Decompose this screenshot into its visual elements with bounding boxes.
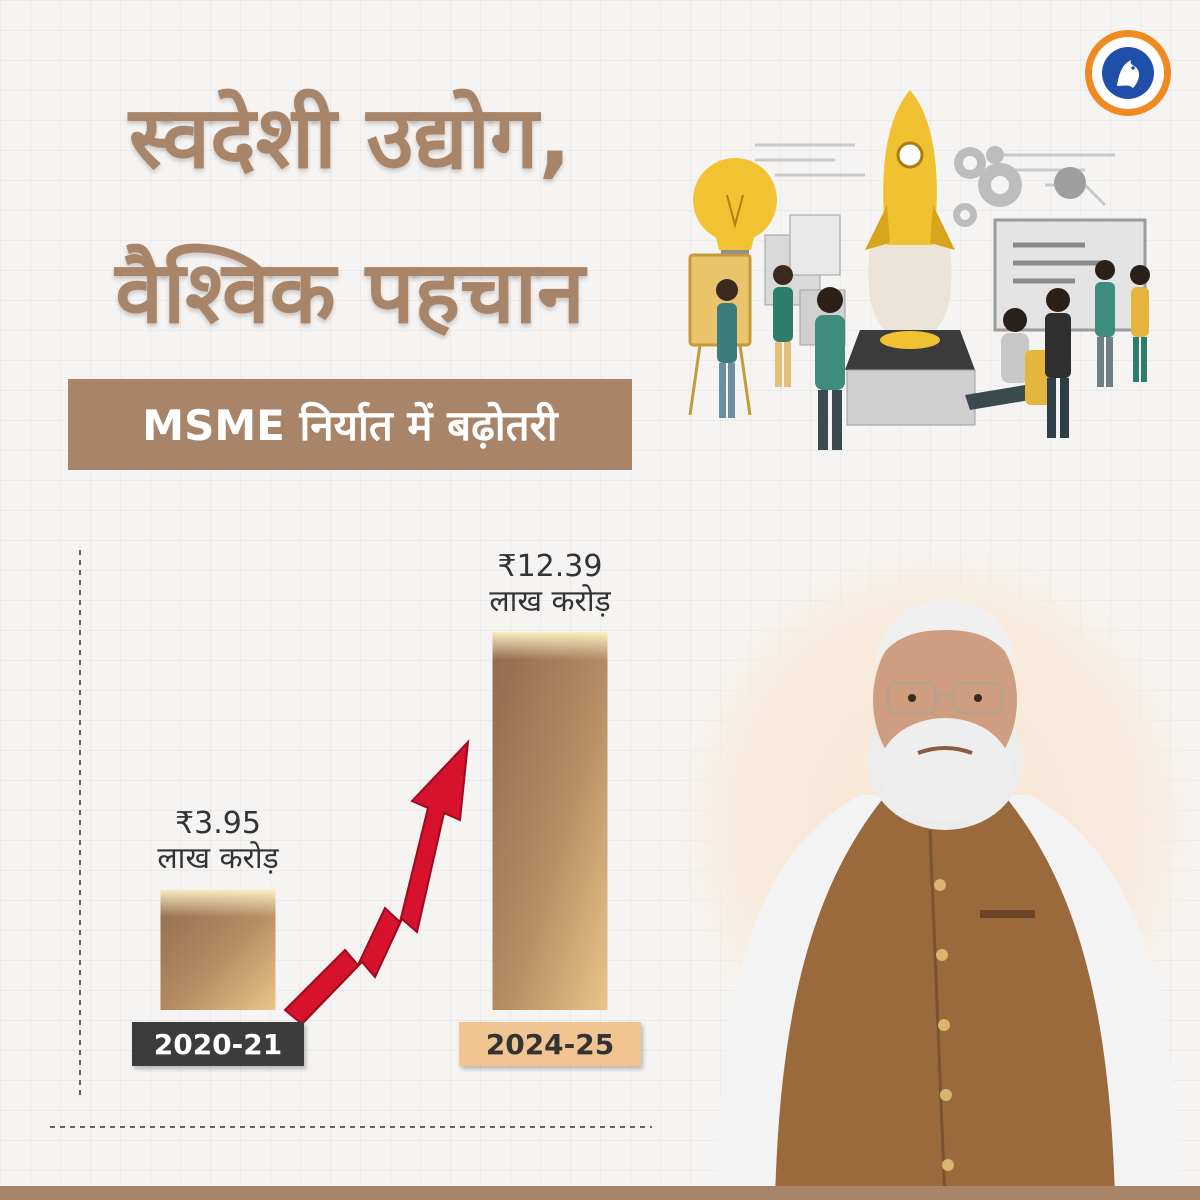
bar-value-unit: लाख करोड़ xyxy=(489,583,611,619)
rocket-icon xyxy=(865,90,955,345)
trend-arrow-icon xyxy=(283,739,470,1026)
bar-value-amount: ₹3.95 xyxy=(175,806,261,842)
glasses-icon xyxy=(886,681,1004,715)
category-label-2024-25: 2024-25 xyxy=(459,1022,641,1066)
swadeshi-logo: Har Ghar Swadeshi Ghar-Ghar Swadeshi xyxy=(1085,30,1171,116)
bar-value-unit: लाख करोड़ xyxy=(157,840,279,876)
export-chart: ₹3.95 लाख करोड़ 2020-21 ₹12.39 लाख करोड़ 2024… xyxy=(40,530,680,1130)
chart-canvas xyxy=(50,550,652,1128)
headline-line-1: स्वदेशी उद्योग, xyxy=(128,88,572,188)
bar-value-label: ₹3.95 लाख करोड़ xyxy=(157,807,278,876)
bar-top-highlight xyxy=(160,889,276,918)
bar-value-label: ₹12.39 लाख करोड़ xyxy=(489,549,611,619)
startup-illustration xyxy=(688,90,1150,450)
vest xyxy=(775,790,1115,1200)
node-icon xyxy=(1054,167,1086,199)
bar-value-amount: ₹12.39 xyxy=(497,549,603,584)
portrait-figure xyxy=(715,600,1180,1200)
gear-icon xyxy=(953,146,1022,227)
subtitle-banner: MSME निर्यात में बढ़ोतरी xyxy=(68,379,632,470)
launch-console xyxy=(845,330,976,426)
bar-2024-25 xyxy=(492,632,608,1010)
team-figures xyxy=(716,260,1150,450)
category-label-2020-21: 2020-21 xyxy=(132,1022,304,1066)
footer-strip xyxy=(0,1186,1200,1200)
subtitle-text: MSME निर्यात में बढ़ोतरी xyxy=(142,401,558,450)
headline-line-2: वैश्विक पहचान xyxy=(115,243,585,343)
bar-top-highlight xyxy=(492,632,608,660)
